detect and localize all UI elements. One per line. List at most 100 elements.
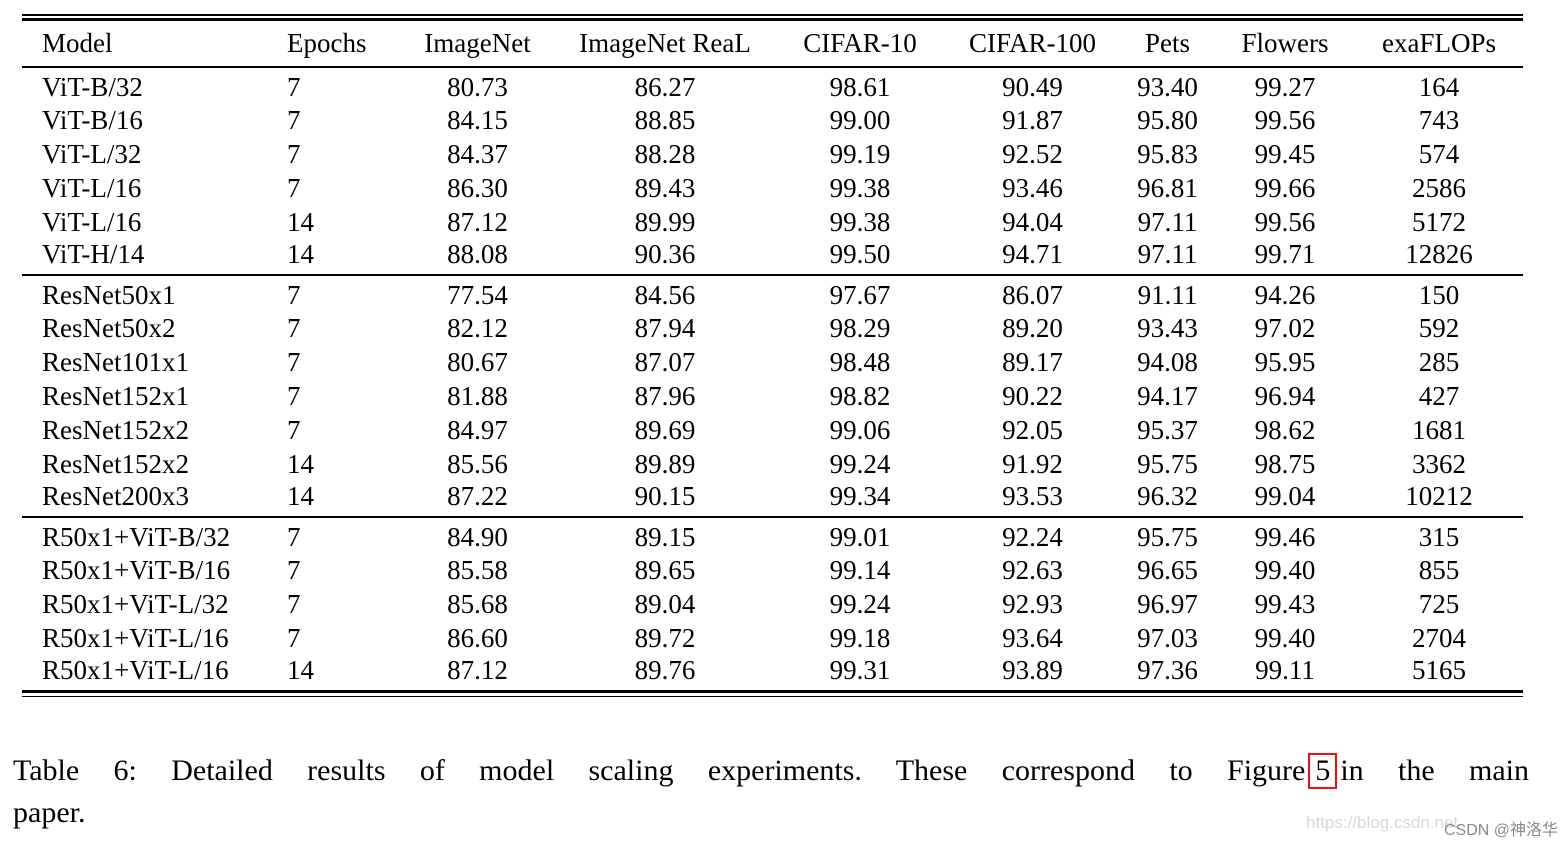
table-row: ViT-L/16 14 87.12 89.99 99.38 94.04 97.11 99.56… bbox=[22, 205, 1523, 239]
cell-pets: 93.43 bbox=[1137, 312, 1198, 343]
header-cell-imagenet-real: ImageNet ReaL bbox=[555, 21, 775, 68]
cell-epochs: 7 bbox=[287, 414, 301, 445]
cell-imagenet-real: 88.85 bbox=[634, 104, 696, 135]
cell-cifar-10: 99.01 bbox=[829, 522, 891, 552]
cell-pets: 97.36 bbox=[1137, 655, 1198, 685]
cell-flowers: 95.95 bbox=[1254, 346, 1316, 377]
cell-cifar-100: 91.87 bbox=[1002, 104, 1063, 135]
cell-cifar-100: 92.52 bbox=[1002, 138, 1063, 169]
cell-flowers: 99.40 bbox=[1254, 554, 1316, 585]
cell-exaflops: 10212 bbox=[1405, 481, 1473, 511]
cell-cifar-100: 93.46 bbox=[1002, 172, 1063, 203]
cell-cifar-100: 89.17 bbox=[1002, 346, 1063, 377]
model-cell: R50x1+ViT-L/16 bbox=[42, 655, 229, 685]
cell-exaflops: 2704 bbox=[1412, 622, 1466, 653]
cell-imagenet-real: 89.99 bbox=[634, 206, 696, 237]
cell-epochs: 7 bbox=[287, 588, 301, 619]
cell-cifar-10: 99.38 bbox=[829, 206, 891, 237]
cell-flowers: 94.26 bbox=[1254, 280, 1316, 310]
cell-cifar-10: 98.82 bbox=[829, 380, 891, 411]
table-row: R50x1+ViT-L/16 7 86.60 89.72 99.18 93.64 97.03… bbox=[22, 621, 1523, 655]
cell-cifar-100: 94.04 bbox=[1002, 206, 1063, 237]
figure-ref-box[interactable]: 5 bbox=[1308, 753, 1338, 789]
top-rule-inner bbox=[22, 18, 1523, 21]
cell-imagenet-real: 86.27 bbox=[634, 72, 696, 102]
cell-epochs: 14 bbox=[287, 481, 314, 511]
cell-exaflops: 1681 bbox=[1412, 414, 1466, 445]
cell-cifar-100: 93.64 bbox=[1002, 622, 1063, 653]
cell-imagenet: 85.68 bbox=[447, 588, 508, 619]
model-cell: ViT-B/16 bbox=[42, 104, 143, 135]
watermark-url: https://blog.csdn.net bbox=[1306, 813, 1459, 832]
cell-epochs: 7 bbox=[287, 554, 301, 585]
cell-epochs: 7 bbox=[287, 72, 301, 102]
model-cell: ResNet50x2 bbox=[42, 312, 176, 343]
cell-cifar-10: 99.24 bbox=[829, 588, 891, 619]
model-cell: R50x1+ViT-B/32 bbox=[42, 522, 231, 552]
cell-cifar-100: 93.53 bbox=[1002, 481, 1063, 511]
cell-flowers: 99.40 bbox=[1254, 622, 1316, 653]
cell-epochs: 14 bbox=[287, 448, 314, 479]
cell-flowers: 99.71 bbox=[1254, 239, 1316, 269]
results-table: Model Epochs ImageNet ImageNet ReaL CIFAR-10… bbox=[22, 14, 1523, 697]
cell-cifar-100: 91.92 bbox=[1002, 448, 1063, 479]
model-cell: ViT-L/16 bbox=[42, 172, 142, 203]
cell-flowers: 97.02 bbox=[1254, 312, 1316, 343]
cell-epochs: 14 bbox=[287, 655, 314, 685]
cell-pets: 95.75 bbox=[1137, 522, 1198, 552]
cell-imagenet-real: 89.76 bbox=[634, 655, 696, 685]
model-cell: R50x1+ViT-B/16 bbox=[42, 554, 231, 585]
cell-cifar-10: 99.24 bbox=[829, 448, 891, 479]
cell-cifar-100: 92.24 bbox=[1002, 522, 1063, 552]
cell-imagenet-real: 87.96 bbox=[634, 380, 696, 411]
cell-imagenet: 80.67 bbox=[447, 346, 508, 377]
cell-imagenet: 84.90 bbox=[447, 522, 508, 552]
group-vit: ViT-B/32 7 80.73 86.27 98.61 90.49 93.40 99.27 1… bbox=[22, 67, 1523, 275]
cell-cifar-100: 92.63 bbox=[1002, 554, 1063, 585]
cell-imagenet-real: 89.89 bbox=[634, 448, 696, 479]
cell-flowers: 99.45 bbox=[1254, 138, 1316, 169]
cell-imagenet: 80.73 bbox=[447, 72, 508, 102]
cell-exaflops: 855 bbox=[1418, 554, 1460, 585]
cell-epochs: 7 bbox=[287, 312, 301, 343]
cell-cifar-100: 92.93 bbox=[1002, 588, 1063, 619]
cell-imagenet-real: 89.15 bbox=[634, 522, 696, 552]
cell-cifar-10: 99.18 bbox=[829, 622, 891, 653]
cell-flowers: 99.56 bbox=[1254, 206, 1316, 237]
model-cell: ViT-L/32 bbox=[42, 138, 142, 169]
cell-exaflops: 5172 bbox=[1412, 206, 1466, 237]
caption-line-1: Table 6: Detailed results of model scali… bbox=[13, 750, 1529, 792]
cell-pets: 95.80 bbox=[1137, 104, 1198, 135]
cell-cifar-10: 98.61 bbox=[829, 72, 891, 102]
cell-imagenet: 85.56 bbox=[447, 448, 508, 479]
cell-imagenet-real: 89.04 bbox=[634, 588, 696, 619]
model-cell: ResNet152x2 bbox=[42, 448, 189, 479]
cell-exaflops: 164 bbox=[1418, 72, 1460, 102]
table-row: ViT-B/16 7 84.15 88.85 99.00 91.87 95.80 99.56 7… bbox=[22, 103, 1523, 137]
header-cell-cifar-10: CIFAR-10 bbox=[775, 21, 945, 68]
table-row: R50x1+ViT-L/32 7 85.68 89.04 99.24 92.93 96.97… bbox=[22, 587, 1523, 621]
cell-cifar-10: 99.19 bbox=[829, 138, 891, 169]
cell-flowers: 99.27 bbox=[1254, 72, 1316, 102]
cell-exaflops: 315 bbox=[1418, 522, 1460, 552]
cell-imagenet-real: 87.94 bbox=[634, 312, 696, 343]
cell-epochs: 7 bbox=[287, 104, 301, 135]
cell-exaflops: 5165 bbox=[1412, 655, 1466, 685]
model-cell: ResNet50x1 bbox=[42, 280, 176, 310]
group-resnet: ResNet50x1 7 77.54 84.56 97.67 86.07 91.11 94.2… bbox=[22, 275, 1523, 517]
table-row: ResNet50x2 7 82.12 87.94 98.29 89.20 93.43 97.0… bbox=[22, 311, 1523, 345]
table-row: ResNet152x2 7 84.97 89.69 99.06 92.05 95.37 98.… bbox=[22, 413, 1523, 447]
cell-cifar-100: 90.22 bbox=[1002, 380, 1063, 411]
cell-exaflops: 574 bbox=[1418, 138, 1460, 169]
table-row: R50x1+ViT-B/32 7 84.90 89.15 99.01 92.24 95.75… bbox=[22, 517, 1523, 553]
cell-flowers: 98.75 bbox=[1254, 448, 1316, 479]
cell-exaflops: 2586 bbox=[1412, 172, 1466, 203]
cell-cifar-100: 93.89 bbox=[1002, 655, 1063, 685]
cell-flowers: 99.46 bbox=[1254, 522, 1316, 552]
cell-pets: 97.11 bbox=[1137, 206, 1198, 237]
header-cell-imagenet: ImageNet bbox=[400, 21, 555, 68]
model-cell: R50x1+ViT-L/32 bbox=[42, 588, 229, 619]
cell-pets: 94.08 bbox=[1137, 346, 1198, 377]
cell-cifar-10: 99.50 bbox=[829, 239, 891, 269]
